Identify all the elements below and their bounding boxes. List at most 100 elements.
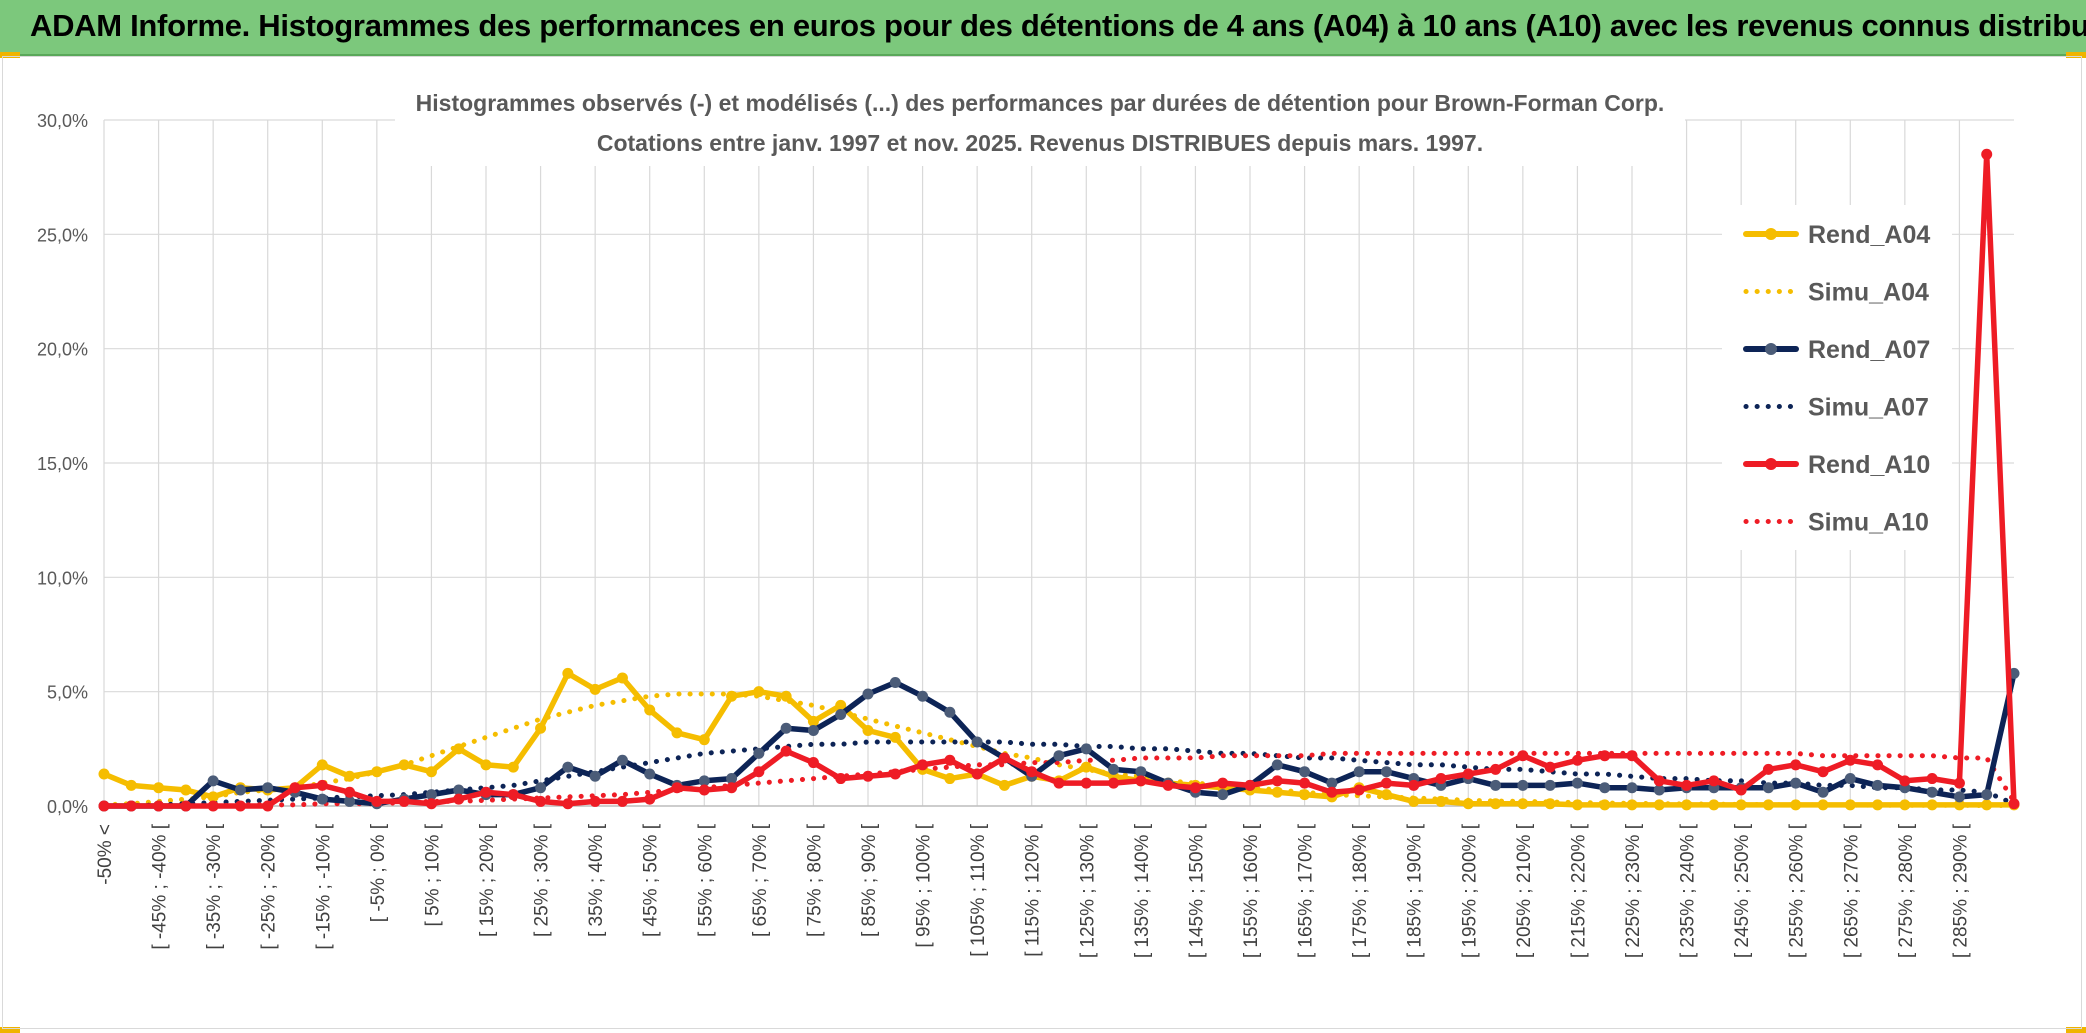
data-point xyxy=(1544,798,1556,810)
banner-title: ADAM Informe. Histogrammes des performan… xyxy=(30,8,2086,43)
data-point xyxy=(944,706,956,718)
x-tick-label: -50% < xyxy=(95,824,116,885)
data-point xyxy=(507,789,519,801)
data-point xyxy=(207,800,219,812)
data-point xyxy=(862,688,874,700)
data-point xyxy=(671,727,683,739)
data-point xyxy=(1299,789,1311,801)
x-tick-label: [ 205% ; 210% [ xyxy=(1514,823,1535,958)
legend-background xyxy=(1722,205,1952,550)
y-tick-label: 30,0% xyxy=(37,111,88,131)
data-point xyxy=(180,784,192,796)
data-point xyxy=(807,715,819,727)
data-point xyxy=(780,690,792,702)
data-point xyxy=(507,761,519,773)
data-point xyxy=(753,686,765,698)
data-point xyxy=(1353,766,1365,778)
x-tick-label: [ 265% ; 270% [ xyxy=(1841,823,1862,958)
legend-label-rend_a10: Rend_A10 xyxy=(1808,451,1930,479)
y-tick-label: 15,0% xyxy=(37,454,88,474)
data-point xyxy=(753,747,765,759)
data-point xyxy=(1844,773,1856,785)
data-point xyxy=(726,782,738,794)
data-point xyxy=(1872,759,1884,771)
data-point xyxy=(1981,148,1993,160)
data-point xyxy=(562,667,574,679)
x-tick-label: [ 225% ; 230% [ xyxy=(1623,823,1644,958)
data-point xyxy=(316,793,328,805)
data-point xyxy=(1326,786,1338,798)
data-point xyxy=(998,752,1010,764)
data-point xyxy=(1653,799,1665,811)
y-axis: 0,0% 5,0% 10,0% 15,0% 20,0% 25,0% 30,0% xyxy=(37,111,88,817)
data-point xyxy=(125,779,137,791)
data-point xyxy=(1026,766,1038,778)
data-point xyxy=(644,793,656,805)
data-point xyxy=(1790,759,1802,771)
series-line-simu_a07 xyxy=(101,739,2017,809)
data-point xyxy=(453,793,465,805)
data-point xyxy=(398,759,410,771)
y-tick-label: 25,0% xyxy=(37,225,88,245)
data-point xyxy=(1108,777,1120,789)
x-tick-label: [ -5% ; 0% [ xyxy=(368,823,389,922)
data-point xyxy=(153,782,165,794)
data-point xyxy=(1217,777,1229,789)
data-point xyxy=(1326,777,1338,789)
data-point xyxy=(944,754,956,766)
x-tick-label: [ -45% ; -40% [ xyxy=(150,823,171,949)
data-point xyxy=(1599,799,1611,811)
data-point xyxy=(480,759,492,771)
data-point xyxy=(1490,779,1502,791)
data-point xyxy=(1299,777,1311,789)
y-tick-label: 10,0% xyxy=(37,568,88,588)
data-point xyxy=(344,770,356,782)
data-point xyxy=(1762,782,1774,794)
data-point xyxy=(944,773,956,785)
data-point xyxy=(698,775,710,787)
data-point xyxy=(316,759,328,771)
legend-marker xyxy=(1765,458,1777,470)
data-point xyxy=(153,800,165,812)
data-point xyxy=(862,770,874,782)
data-point xyxy=(398,795,410,807)
data-point xyxy=(780,722,792,734)
x-tick-label: [ -25% ; -20% [ xyxy=(259,823,280,949)
legend-marker xyxy=(1765,228,1777,240)
data-point xyxy=(262,782,274,794)
data-point xyxy=(971,736,983,748)
corner-accent-top-right xyxy=(2066,52,2086,58)
data-point xyxy=(1599,750,1611,762)
x-tick-label: [ -35% ; -30% [ xyxy=(204,823,225,949)
x-tick-label: [ 75% ; 80% [ xyxy=(804,823,825,937)
data-point xyxy=(1981,789,1993,801)
data-point xyxy=(726,773,738,785)
data-point xyxy=(1271,775,1283,787)
data-point xyxy=(1681,799,1693,811)
chart-subtitle: Cotations entre janv. 1997 et nov. 2025.… xyxy=(597,130,1483,156)
data-point xyxy=(616,672,628,684)
y-tick-label: 0,0% xyxy=(47,797,88,817)
data-point xyxy=(1435,795,1447,807)
data-point xyxy=(535,795,547,807)
corner-accent-bottom-right xyxy=(2066,1027,2086,1033)
data-point xyxy=(1108,763,1120,775)
x-tick-label: [ 165% ; 170% [ xyxy=(1296,823,1317,958)
data-point xyxy=(1653,775,1665,787)
title-background xyxy=(395,82,1685,166)
data-point xyxy=(971,768,983,780)
data-point xyxy=(1817,799,1829,811)
data-point xyxy=(1626,782,1638,794)
data-point xyxy=(1899,799,1911,811)
data-point xyxy=(1571,754,1583,766)
data-point xyxy=(1244,779,1256,791)
corner-accent-bottom-left xyxy=(0,1027,20,1033)
data-point xyxy=(207,775,219,787)
y-tick-label: 20,0% xyxy=(37,340,88,360)
data-point xyxy=(1462,768,1474,780)
data-point xyxy=(835,773,847,785)
data-point xyxy=(1953,791,1965,803)
data-point xyxy=(1926,786,1938,798)
data-point xyxy=(371,795,383,807)
